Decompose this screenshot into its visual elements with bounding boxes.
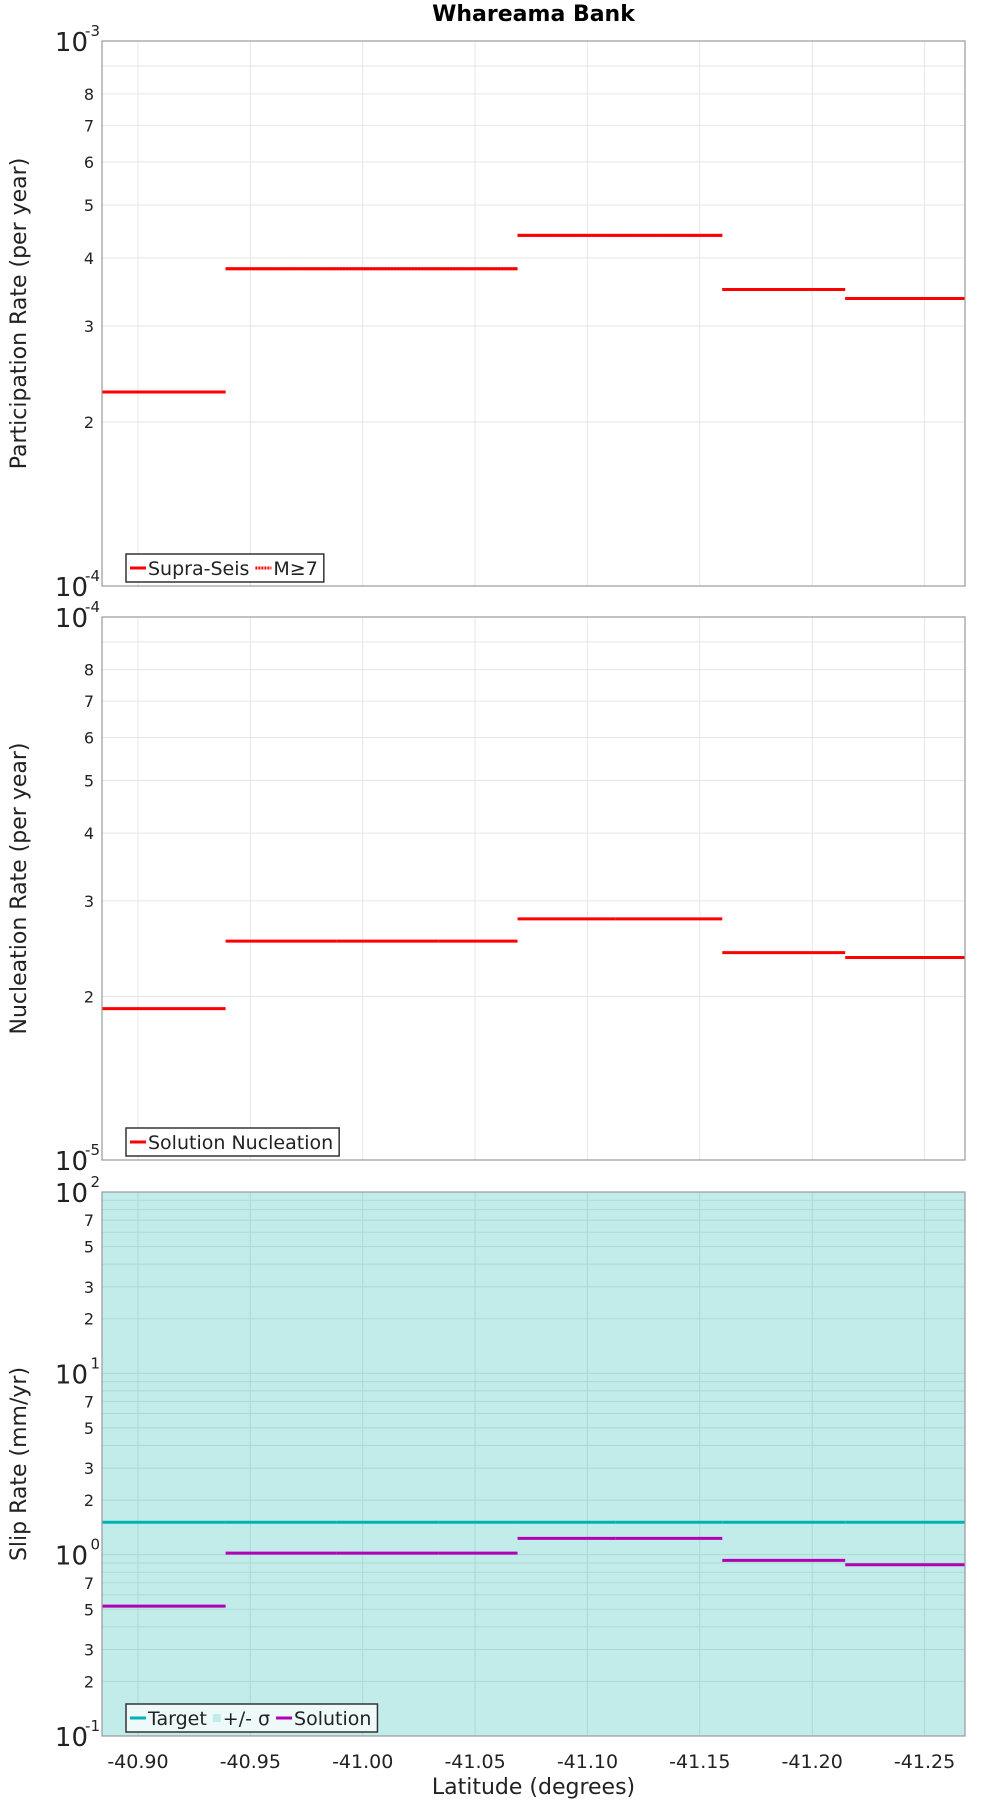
y-tick-label: 3 [84,1459,94,1478]
y-decade-label: 10 [55,604,88,634]
legend-box [125,553,325,583]
y-tick-label: 2 [84,1310,94,1329]
chart-title: Whareama Bank [432,2,635,27]
legend: Solution Nucleation [125,1127,340,1157]
legend-label: +/- σ [223,1708,270,1730]
y-tick-label: 8 [84,85,94,104]
y-decade-exponent: -1 [85,1717,100,1735]
y-tick-label: 7 [84,1574,94,1593]
x-tick-label: -41.15 [669,1751,730,1773]
y-decade-label: 10 [55,1723,88,1753]
y-tick-label: 5 [84,1419,94,1438]
legend-box [125,1127,340,1157]
y-decade-label: 10 [55,28,88,58]
y-decade-exponent: -5 [85,1141,100,1159]
y-decade-label: 10 [55,1360,88,1390]
plot-border [101,40,966,587]
y-decade-label: 10 [55,573,88,603]
y-tick-label: 4 [84,824,94,843]
y-tick-label: 2 [84,413,94,432]
legend-label: Target [147,1708,207,1730]
plot-area [102,617,965,1160]
y-tick-label: 5 [84,1238,94,1257]
x-tick-label: -41.10 [557,1751,618,1773]
legend-box [125,1703,379,1733]
x-tick-label: -41.20 [782,1751,843,1773]
y-decade-exponent: 0 [90,1536,100,1554]
x-tick-label: -40.95 [220,1751,281,1773]
plot-area [102,41,965,586]
legend: Target +/- σ Solution [125,1703,379,1733]
legend-label: M≥7 [273,558,317,580]
y-tick-label: 3 [84,1640,94,1659]
y-tick-label: 6 [84,728,94,747]
legend-label: Solution [294,1708,371,1730]
y-decade-exponent: -3 [85,22,100,40]
x-tick-label: -41.00 [332,1751,393,1773]
y-decade-label: 10 [55,1147,88,1177]
y-tick-label: 3 [84,892,94,911]
y-decade-exponent: -4 [85,598,100,616]
y-tick-label: 3 [84,1278,94,1297]
y-tick-label: 7 [84,116,94,135]
plot-border [101,616,966,1161]
x-axis-label: Latitude (degrees) [432,1775,635,1800]
y-tick-label: 5 [84,1600,94,1619]
x-tick-label: -41.25 [894,1751,955,1773]
y-tick-label: 6 [84,153,94,172]
y-tick-label: 7 [84,1211,94,1230]
y-tick-label: 2 [84,1491,94,1510]
y-decade-exponent: -4 [85,567,100,585]
y-tick-label: 3 [84,317,94,336]
x-tick-label: -40.90 [107,1751,168,1773]
legend-swatch [212,1714,221,1722]
y-tick-label: 2 [84,1672,94,1691]
sigma-band [102,1192,965,1736]
y-decade-exponent: 2 [90,1173,100,1191]
legend-label: Supra-Seis [148,558,249,580]
y-tick-label: 7 [84,692,94,711]
y-tick-label: 5 [84,196,94,215]
x-tick-label: -41.05 [444,1751,505,1773]
legend-label: Solution Nucleation [148,1132,333,1154]
y-decade-exponent: 1 [90,1354,100,1372]
plot-border [101,1191,966,1737]
y-tick-label: 2 [84,988,94,1007]
y-axis-label: Nucleation Rate (per year) [7,743,32,1035]
y-decade-label: 10 [55,1179,88,1209]
y-axis-label: Participation Rate (per year) [7,158,32,470]
legend: Supra-Seis M≥7 [125,553,325,583]
y-axis-label: Slip Rate (mm/yr) [7,1367,32,1561]
y-tick-label: 7 [84,1392,94,1411]
y-tick-label: 8 [84,661,94,680]
y-tick-label: 4 [84,249,94,268]
y-tick-label: 5 [84,771,94,790]
y-decade-label: 10 [55,1542,88,1572]
